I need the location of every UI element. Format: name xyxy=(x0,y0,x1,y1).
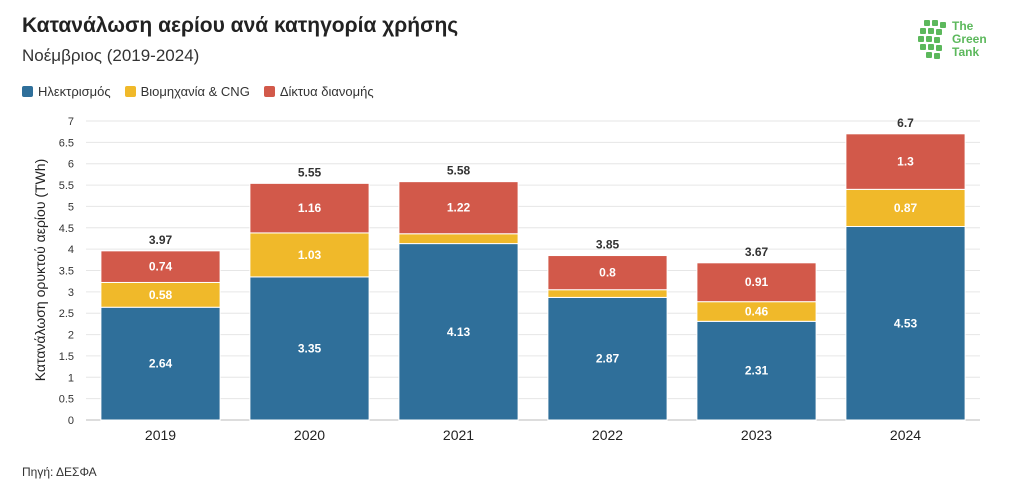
y-tick-label: 3.5 xyxy=(59,266,74,278)
legend-swatch xyxy=(263,86,275,97)
bar-segment[interactable] xyxy=(249,276,370,421)
bar-segment[interactable] xyxy=(547,289,668,298)
legend-item-distribution[interactable]: Δίκτυα διανομής xyxy=(263,84,374,99)
y-tick-label: 1.5 xyxy=(59,351,74,363)
chart-title: Κατανάλωση αερίου ανά κατηγορία χρήσης xyxy=(22,14,459,37)
legend-label: Βιομηχανία & CNG xyxy=(140,84,250,99)
logo-line-2: Green xyxy=(952,32,987,46)
y-tick-label: 5.5 xyxy=(59,180,74,192)
y-tick-label: 2.5 xyxy=(59,308,74,320)
total-label: 3.97 xyxy=(149,233,173,247)
bar-segment[interactable] xyxy=(845,133,966,190)
x-axis-ticks: 2019 2020 2021 2022 2023 2024 xyxy=(145,427,921,443)
bar-segment[interactable] xyxy=(100,250,221,283)
total-label: 3.85 xyxy=(596,238,620,252)
y-tick-label: 1 xyxy=(68,372,74,384)
bar-segment[interactable] xyxy=(100,281,221,308)
the-green-tank-logo: The Green Tank xyxy=(916,18,996,70)
data-label: 2.31 xyxy=(745,364,769,378)
data-label: 0.8 xyxy=(599,266,616,280)
x-tick-label: 2020 xyxy=(294,427,325,443)
logo-line-3: Tank xyxy=(952,45,980,59)
legend-label: Δίκτυα διανομής xyxy=(279,84,374,99)
source-note: Πηγή: ΔΕΣΦΑ xyxy=(22,465,97,479)
y-tick-label: 6 xyxy=(68,159,74,171)
y-tick-label: 0 xyxy=(68,415,74,427)
y-tick-label: 5 xyxy=(68,201,74,213)
legend-item-electricity[interactable]: Ηλεκτρισμός xyxy=(22,84,111,99)
legend-swatch xyxy=(124,86,136,97)
legend-swatch xyxy=(22,86,33,97)
data-label: 4.53 xyxy=(894,316,918,330)
x-tick-label: 2023 xyxy=(741,427,772,443)
bar-segment[interactable] xyxy=(845,188,966,228)
bar-segment[interactable] xyxy=(845,226,966,421)
y-axis-label: Κατανάλωση ορυκτού αερίου (TWh) xyxy=(32,159,48,382)
total-label: 5.55 xyxy=(298,165,322,179)
x-tick-label: 2024 xyxy=(890,427,921,443)
y-tick-label: 0.5 xyxy=(59,394,74,406)
y-tick-label: 7 xyxy=(68,116,74,128)
legend: Ηλεκτρισμός Βιομηχανία & CNG Δίκτυα διαν… xyxy=(22,84,374,99)
data-label: 0.46 xyxy=(745,305,769,319)
total-label: 6.7 xyxy=(897,116,914,130)
total-label: 3.67 xyxy=(745,245,769,259)
logo-line-1: The xyxy=(952,19,974,33)
bar-segment[interactable] xyxy=(249,232,370,278)
total-label: 5.58 xyxy=(447,164,471,178)
x-tick-label: 2021 xyxy=(443,427,474,443)
bar-segment[interactable] xyxy=(398,181,519,235)
legend-item-industry[interactable]: Βιομηχανία & CNG xyxy=(124,84,250,99)
logo-grid-icon xyxy=(918,20,946,59)
data-label: 1.22 xyxy=(447,201,471,215)
data-label: 0.74 xyxy=(149,260,173,274)
data-label: 2.64 xyxy=(149,357,173,371)
y-axis-ticks: 0 0.5 1 1.5 2 2.5 3 3.5 4 4.5 5 5.5 6 6.5 7 xyxy=(59,116,74,427)
x-tick-label: 2019 xyxy=(145,427,176,443)
chart-subtitle: Νοέμβριος (2019-2024) xyxy=(22,46,200,65)
x-tick-label: 2022 xyxy=(592,427,623,443)
bar-segment[interactable] xyxy=(249,182,370,234)
data-label: 2.87 xyxy=(596,352,620,366)
data-label: 3.35 xyxy=(298,341,322,355)
data-label: 0.91 xyxy=(745,275,769,289)
bar-segment[interactable] xyxy=(696,320,817,421)
data-label: 0.58 xyxy=(149,288,173,302)
grid-lines xyxy=(86,120,980,421)
data-label: 4.13 xyxy=(447,325,471,339)
y-tick-label: 6.5 xyxy=(59,137,74,149)
y-tick-label: 2 xyxy=(68,330,74,342)
data-label: 1.03 xyxy=(298,248,322,262)
data-label: 0.87 xyxy=(894,201,918,215)
bars: 2.64 0.58 0.74 3.97 3.35 1.03 1.16 5.55 4.13 1.22… xyxy=(100,116,966,421)
data-label: 1.3 xyxy=(897,155,914,169)
bar-segment[interactable] xyxy=(547,255,668,291)
y-tick-label: 4 xyxy=(68,244,74,256)
bar-segment[interactable] xyxy=(696,262,817,303)
bar-segment[interactable] xyxy=(100,306,221,421)
y-tick-label: 3 xyxy=(68,287,74,299)
bar-segment[interactable] xyxy=(398,243,519,421)
logo-text: The Green Tank xyxy=(952,20,987,59)
bar-segment[interactable] xyxy=(398,233,519,245)
data-label: 1.16 xyxy=(298,201,322,215)
y-tick-label: 4.5 xyxy=(59,223,74,235)
legend-label: Ηλεκτρισμός xyxy=(38,84,111,99)
bar-segment[interactable] xyxy=(547,296,668,421)
